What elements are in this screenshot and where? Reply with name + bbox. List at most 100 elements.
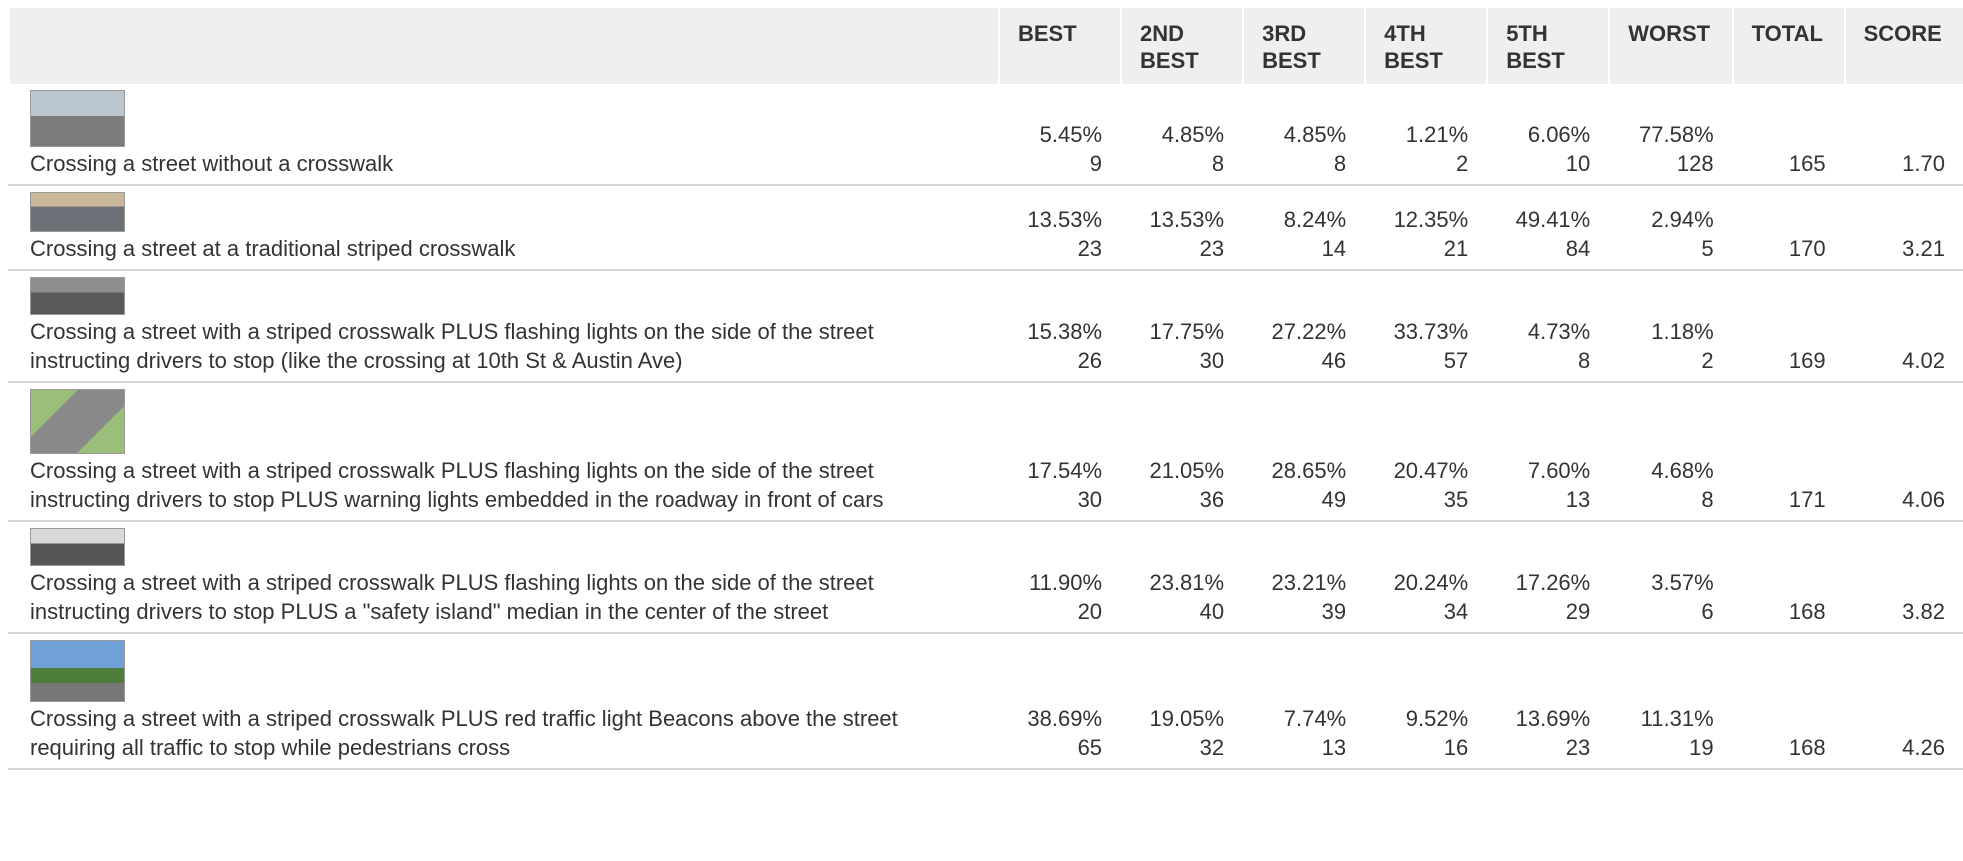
rank-cell: 20.24%34 [1365,521,1487,633]
table-row: Crossing a street at a traditional strip… [9,185,1963,270]
count: 8 [1506,346,1590,375]
rank-cell: 13.53%23 [1121,185,1243,270]
rank-cell: 28.65%49 [1243,382,1365,521]
percent: 17.75% [1140,317,1224,346]
rank-cell: 2.94%5 [1609,185,1732,270]
rank-cell: 13.53%23 [999,185,1121,270]
count: 9 [1018,149,1102,178]
count: 2 [1384,149,1468,178]
table-row: Crossing a street with a striped crosswa… [9,270,1963,382]
percent: 4.85% [1262,120,1346,149]
column-header: SCORE [1845,8,1963,84]
count: 128 [1628,149,1713,178]
rank-cell: 6.06%10 [1487,84,1609,185]
percent: 6.06% [1506,120,1590,149]
page: {"table": { "columns": ["BEST", "2ND BES… [0,0,1963,861]
rank-cell: 23.81%40 [1121,521,1243,633]
count: 36 [1140,485,1224,514]
count: 30 [1140,346,1224,375]
rank-cell: 38.69%65 [999,633,1121,769]
row-label-cell: Crossing a street with a striped crosswa… [9,382,999,521]
percent: 12.35% [1384,205,1468,234]
row-label-cell: Crossing a street with a striped crosswa… [9,270,999,382]
rank-cell: 21.05%36 [1121,382,1243,521]
percent: 27.22% [1262,317,1346,346]
rank-cell: 5.45%9 [999,84,1121,185]
count: 23 [1018,234,1102,263]
score: 4.06 [1845,382,1963,521]
table-row: Crossing a street with a striped crosswa… [9,521,1963,633]
row-image [30,90,125,147]
count: 23 [1140,234,1224,263]
percent: 28.65% [1262,456,1346,485]
row-image [30,528,125,566]
total: 170 [1733,185,1845,270]
score: 3.21 [1845,185,1963,270]
row-label: Crossing a street at a traditional strip… [30,234,978,263]
count: 49 [1262,485,1346,514]
column-header-text: 5TH BEST [1506,20,1565,74]
column-header-text: SCORE [1864,20,1942,47]
percent: 9.52% [1384,704,1468,733]
count: 20 [1018,597,1102,626]
total: 171 [1733,382,1845,521]
score: 4.02 [1845,270,1963,382]
column-header: 4TH BEST [1365,8,1487,84]
percent: 4.68% [1628,456,1713,485]
row-label-cell: Crossing a street at a traditional strip… [9,185,999,270]
score: 3.82 [1845,521,1963,633]
percent: 3.57% [1628,568,1713,597]
total: 165 [1733,84,1845,185]
count: 21 [1384,234,1468,263]
percent: 21.05% [1140,456,1224,485]
count: 10 [1506,149,1590,178]
percent: 11.90% [1018,568,1102,597]
count: 46 [1262,346,1346,375]
count: 39 [1262,597,1346,626]
count: 16 [1384,733,1468,762]
column-header: 2ND BEST [1121,8,1243,84]
column-header: WORST [1609,8,1732,84]
count: 35 [1384,485,1468,514]
rank-cell: 49.41%84 [1487,185,1609,270]
percent: 23.81% [1140,568,1224,597]
column-header: TOTAL [1733,8,1845,84]
count: 13 [1506,485,1590,514]
rank-cell: 1.21%2 [1365,84,1487,185]
row-label: Crossing a street with a striped crosswa… [30,568,978,626]
rank-cell: 11.90%20 [999,521,1121,633]
percent: 38.69% [1018,704,1102,733]
table-row: Crossing a street with a striped crosswa… [9,633,1963,769]
percent: 33.73% [1384,317,1468,346]
percent: 49.41% [1506,205,1590,234]
row-image [30,640,125,702]
percent: 2.94% [1628,205,1713,234]
count: 19 [1628,733,1713,762]
rank-cell: 4.85%8 [1121,84,1243,185]
row-image [30,389,125,454]
rank-cell: 17.54%30 [999,382,1121,521]
rank-cell: 33.73%57 [1365,270,1487,382]
percent: 17.54% [1018,456,1102,485]
count: 30 [1018,485,1102,514]
rank-cell: 8.24%14 [1243,185,1365,270]
count: 29 [1506,597,1590,626]
percent: 11.31% [1628,704,1713,733]
rank-cell: 15.38%26 [999,270,1121,382]
rank-cell: 17.26%29 [1487,521,1609,633]
percent: 1.21% [1384,120,1468,149]
column-header: 3RD BEST [1243,8,1365,84]
rank-cell: 77.58%128 [1609,84,1732,185]
percent: 5.45% [1018,120,1102,149]
count: 8 [1628,485,1713,514]
rank-cell: 11.31%19 [1609,633,1732,769]
count: 57 [1384,346,1468,375]
rank-cell: 23.21%39 [1243,521,1365,633]
count: 23 [1506,733,1590,762]
total: 168 [1733,633,1845,769]
score: 1.70 [1845,84,1963,185]
count: 26 [1018,346,1102,375]
